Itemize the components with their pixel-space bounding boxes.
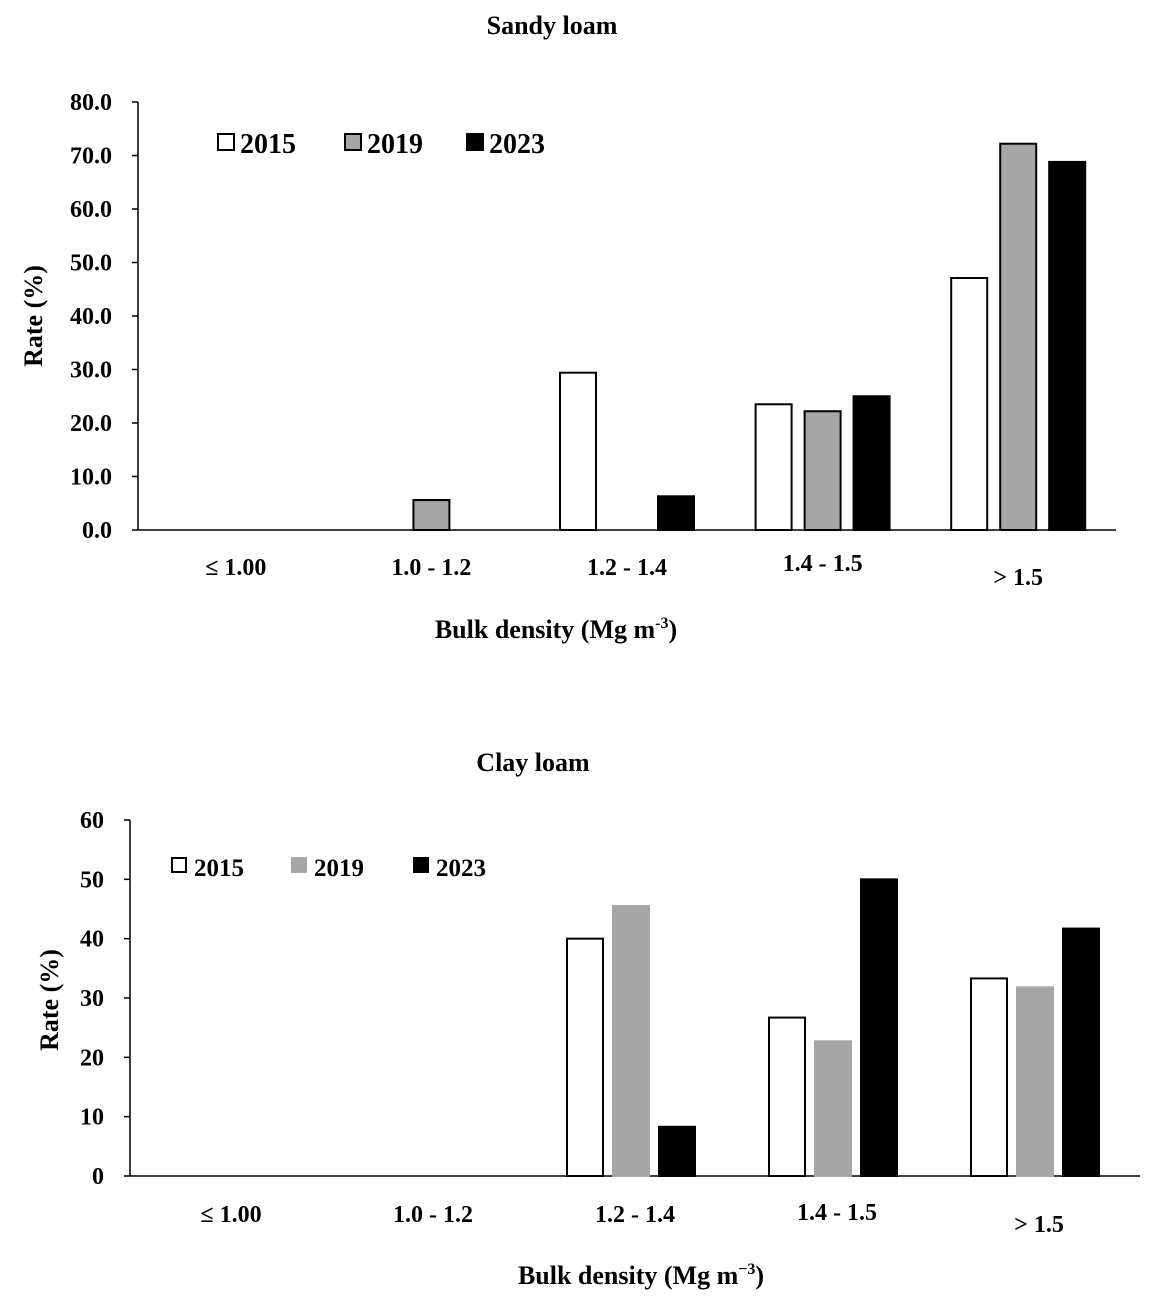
legend-label: 2023 <box>489 129 545 160</box>
y-tick-label: 40.0 <box>70 304 112 330</box>
y-tick-label: 0 <box>92 1164 104 1190</box>
y-tick-label: 60.0 <box>70 197 112 223</box>
legend-swatch <box>413 857 429 873</box>
x-tick-label: 1.4 - 1.5 <box>783 551 863 577</box>
x-tick-labels: ≤ 1.00 1.0 - 1.2 1.2 - 1.4 1.4 - 1.5 > 1.5 <box>205 551 1043 591</box>
y-tick-label: 80.0 <box>70 90 112 116</box>
legend-label: 2019 <box>314 855 364 882</box>
bars <box>566 878 1100 1178</box>
bar-2019-3 <box>803 410 842 532</box>
y-tick-label: 0.0 <box>82 518 112 544</box>
x-tick-label: > 1.5 <box>1014 1212 1064 1238</box>
bar-2023-4 <box>1048 160 1087 531</box>
x-tick-label: 1.0 - 1.2 <box>391 555 471 581</box>
bar-2023-2 <box>657 495 695 532</box>
x-axis-title: Bulk density (Mg m-3) <box>435 615 677 644</box>
bar-2015-4 <box>950 277 989 532</box>
bar-2015-4 <box>970 977 1008 1177</box>
bar-2023-3 <box>860 878 898 1177</box>
bar-2019-1 <box>412 499 451 532</box>
y-tick-label: 10 <box>80 1105 104 1131</box>
bar-2015-3 <box>768 1016 806 1178</box>
y-tick-label: 10.0 <box>70 465 112 491</box>
bar-2023-4 <box>1062 927 1100 1178</box>
y-axis-title: Rate (%) <box>35 949 64 1051</box>
y-tick-label: 70.0 <box>70 144 112 170</box>
x-tick-label: ≤ 1.00 <box>205 555 266 581</box>
chart-title: Clay loam <box>476 748 590 777</box>
x-tick-label: 1.2 - 1.4 <box>595 1202 675 1228</box>
bar-2023-3 <box>852 395 891 531</box>
legend: 2015 2019 2023 <box>217 129 545 160</box>
y-tick-label: 30 <box>80 986 104 1012</box>
y-tick-label: 20.0 <box>70 411 112 437</box>
legend: 2015 2019 2023 <box>171 855 486 882</box>
x-tick-labels: ≤ 1.00 1.0 - 1.2 1.2 - 1.4 1.4 - 1.5 > 1.5 <box>200 1200 1063 1238</box>
legend-swatch <box>291 857 307 873</box>
bars <box>412 142 1087 532</box>
chart-title: Sandy loam <box>487 11 618 40</box>
legend-swatch <box>217 133 235 151</box>
bar-2019-4 <box>1016 986 1054 1177</box>
bar-2019-2 <box>612 905 650 1177</box>
y-tick-label: 40 <box>80 927 104 953</box>
x-tick-label: 1.0 - 1.2 <box>393 1202 473 1228</box>
legend-swatch <box>344 133 362 151</box>
chart-sandy-loam: Sandy loam Rate (%) Bulk density (Mg m-3… <box>19 11 1116 644</box>
x-axis-title: Bulk density (Mg m−3) <box>518 1261 764 1290</box>
x-tick-label: 1.2 - 1.4 <box>587 555 667 581</box>
y-tick-label: 30.0 <box>70 358 112 384</box>
legend-swatch <box>466 133 484 151</box>
y-axis-title: Rate (%) <box>19 265 48 367</box>
legend-swatch <box>171 857 187 873</box>
x-tick-label: ≤ 1.00 <box>200 1202 261 1228</box>
bar-2019-4 <box>999 142 1038 531</box>
y-tick-label: 60 <box>80 808 104 834</box>
legend-label: 2019 <box>367 129 423 160</box>
bar-2015-2 <box>566 937 604 1178</box>
legend-label: 2015 <box>240 129 296 160</box>
bar-2019-3 <box>814 1040 852 1178</box>
legend-label: 2015 <box>194 855 244 882</box>
legend-label: 2023 <box>436 855 486 882</box>
y-tick-label: 50 <box>80 867 104 893</box>
x-tick-label: 1.4 - 1.5 <box>797 1200 877 1226</box>
y-tick-label: 20 <box>80 1045 104 1071</box>
bar-2023-2 <box>658 1125 696 1177</box>
chart-clay-loam: Clay loam Rate (%) Bulk density (Mg m−3)… <box>35 748 1140 1290</box>
bar-2015-2 <box>559 371 597 531</box>
x-tick-label: > 1.5 <box>993 565 1043 591</box>
y-tick-label: 50.0 <box>70 251 112 277</box>
bar-2015-3 <box>754 403 793 531</box>
y-axis: 0.0 10.0 20.0 30.0 40.0 50.0 60.0 70.0 80.0 <box>70 90 1116 544</box>
